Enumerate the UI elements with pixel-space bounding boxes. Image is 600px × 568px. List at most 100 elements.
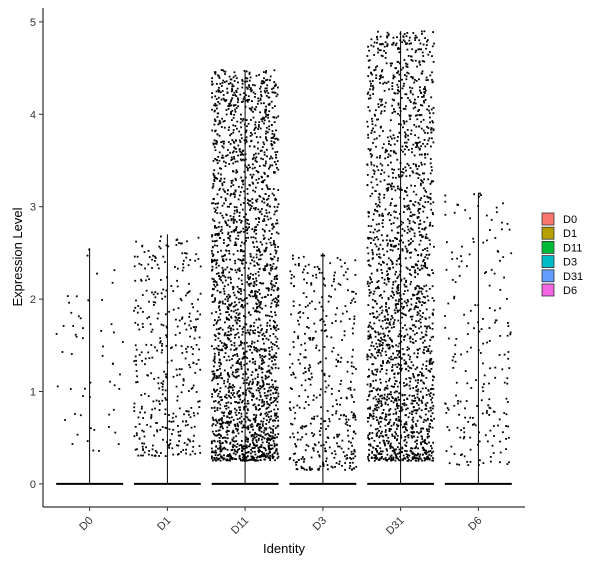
point bbox=[392, 74, 395, 77]
point bbox=[176, 399, 179, 402]
point bbox=[237, 308, 239, 311]
point bbox=[230, 316, 233, 319]
point bbox=[170, 285, 173, 287]
point bbox=[421, 104, 424, 107]
point bbox=[236, 160, 239, 163]
point bbox=[421, 228, 424, 230]
point bbox=[195, 318, 197, 321]
point bbox=[405, 441, 408, 444]
point bbox=[397, 335, 400, 338]
point bbox=[432, 314, 434, 316]
point bbox=[224, 268, 227, 271]
point bbox=[410, 361, 413, 363]
point bbox=[291, 432, 294, 435]
point bbox=[402, 221, 404, 224]
point bbox=[180, 345, 183, 347]
point bbox=[431, 397, 434, 399]
point bbox=[423, 449, 426, 452]
point bbox=[351, 327, 354, 330]
point bbox=[418, 61, 421, 64]
point bbox=[390, 400, 393, 402]
point bbox=[426, 237, 429, 240]
point bbox=[236, 361, 239, 363]
point bbox=[240, 159, 243, 162]
point bbox=[397, 89, 399, 92]
point bbox=[424, 458, 427, 461]
point bbox=[189, 320, 192, 322]
point bbox=[265, 71, 267, 74]
point bbox=[276, 401, 279, 403]
point bbox=[232, 384, 234, 387]
point bbox=[431, 180, 433, 182]
point bbox=[376, 268, 379, 271]
point bbox=[275, 163, 277, 166]
point bbox=[323, 346, 326, 348]
point bbox=[354, 416, 357, 419]
point bbox=[381, 417, 383, 420]
point bbox=[263, 179, 266, 182]
point bbox=[259, 282, 261, 284]
point bbox=[381, 70, 383, 73]
point bbox=[388, 257, 390, 260]
point bbox=[220, 141, 223, 144]
point bbox=[371, 154, 373, 157]
point bbox=[385, 459, 388, 461]
point bbox=[241, 357, 244, 359]
point bbox=[328, 375, 331, 378]
point bbox=[405, 43, 408, 45]
point bbox=[267, 131, 269, 134]
point bbox=[413, 409, 416, 412]
point bbox=[270, 385, 273, 388]
point bbox=[396, 402, 399, 405]
point bbox=[235, 333, 238, 336]
point bbox=[369, 195, 372, 198]
point bbox=[225, 113, 228, 116]
point bbox=[404, 427, 407, 429]
point bbox=[255, 309, 257, 312]
point bbox=[176, 279, 178, 282]
point bbox=[230, 315, 232, 318]
point bbox=[422, 43, 425, 46]
point bbox=[142, 454, 144, 457]
point bbox=[225, 393, 228, 396]
point bbox=[412, 102, 415, 105]
point bbox=[413, 81, 416, 84]
point bbox=[230, 185, 232, 188]
point bbox=[277, 415, 279, 418]
point bbox=[374, 300, 376, 302]
point bbox=[318, 268, 321, 271]
point bbox=[351, 461, 354, 464]
point bbox=[380, 112, 382, 115]
point bbox=[214, 319, 216, 321]
point bbox=[217, 234, 220, 237]
point bbox=[241, 430, 243, 433]
point bbox=[247, 437, 249, 440]
point bbox=[369, 443, 372, 446]
point bbox=[220, 363, 222, 365]
point bbox=[248, 86, 251, 88]
point bbox=[413, 232, 416, 235]
point bbox=[388, 219, 391, 222]
point bbox=[426, 143, 429, 145]
point bbox=[273, 419, 275, 422]
point bbox=[214, 361, 216, 364]
point bbox=[384, 318, 387, 321]
point bbox=[404, 457, 407, 460]
point bbox=[320, 427, 322, 429]
point bbox=[228, 271, 231, 274]
point bbox=[409, 211, 412, 214]
point bbox=[336, 307, 338, 310]
point bbox=[376, 253, 378, 256]
point bbox=[378, 295, 381, 297]
point bbox=[418, 287, 421, 290]
point bbox=[384, 416, 387, 418]
point bbox=[234, 411, 237, 414]
point bbox=[392, 266, 395, 269]
point bbox=[230, 329, 232, 332]
point bbox=[235, 237, 237, 240]
point bbox=[241, 453, 244, 456]
point bbox=[108, 413, 111, 416]
point bbox=[391, 62, 393, 65]
point bbox=[232, 443, 235, 446]
point bbox=[235, 107, 238, 109]
